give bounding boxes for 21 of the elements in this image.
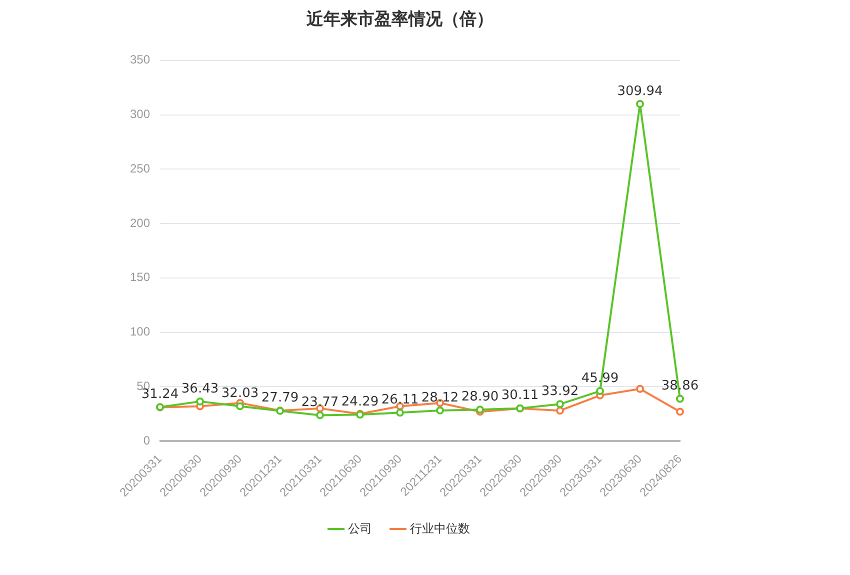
y-tick-label: 200 — [130, 216, 150, 230]
data-label: 36.43 — [181, 381, 219, 396]
data-label: 24.29 — [341, 394, 379, 410]
data-label: 309.94 — [617, 84, 663, 99]
y-tick-label: 350 — [130, 52, 150, 67]
data-label: 30.11 — [501, 388, 539, 404]
chart-title: 近年来市盈率情况（倍） — [306, 10, 494, 30]
data-label: 28.12 — [421, 390, 459, 406]
data-label: 23.77 — [301, 395, 339, 410]
legend-label: 公司 — [348, 521, 372, 536]
y-tick-label: 150 — [130, 270, 150, 284]
y-tick-label: 0 — [143, 433, 150, 448]
data-label: 28.90 — [461, 390, 499, 405]
y-tick-label: 100 — [130, 324, 150, 339]
y-tick-label: 300 — [130, 107, 150, 122]
data-label: 26.11 — [381, 392, 419, 408]
data-label: 27.79 — [261, 390, 299, 406]
y-tick-label: 250 — [130, 161, 150, 176]
data-label: 33.92 — [541, 384, 579, 400]
data-label: 32.03 — [221, 386, 259, 402]
legend-label: 行业中位数 — [410, 521, 470, 536]
